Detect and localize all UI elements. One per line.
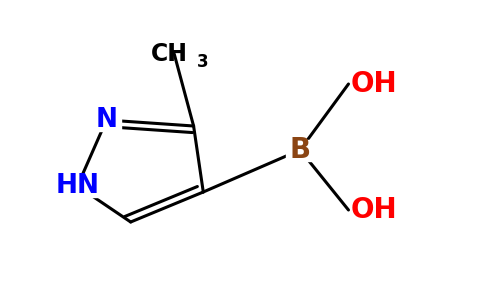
Bar xyxy=(286,140,315,160)
Text: N: N xyxy=(95,107,118,133)
Text: HN: HN xyxy=(56,173,99,199)
Text: 3: 3 xyxy=(197,52,208,70)
Text: CH: CH xyxy=(151,42,188,66)
Text: OH: OH xyxy=(351,70,397,98)
Text: OH: OH xyxy=(351,196,397,224)
Bar xyxy=(92,110,121,130)
Bar xyxy=(56,176,99,197)
Text: B: B xyxy=(289,136,311,164)
